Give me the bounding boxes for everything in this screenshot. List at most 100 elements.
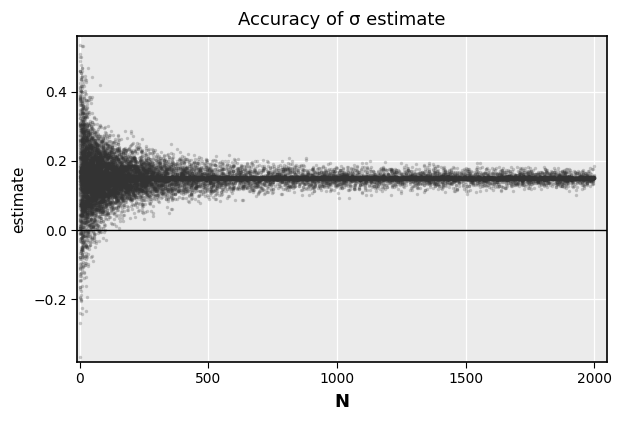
Point (154, 177, 163, 184)
Point (392, 175, 402, 181)
Point (130, 179, 140, 185)
Point (483, 171, 493, 178)
Point (288, 175, 298, 182)
Point (112, 161, 122, 168)
Point (133, 175, 143, 181)
Point (303, 175, 313, 181)
Point (78, 135, 88, 142)
Point (150, 176, 160, 182)
Point (119, 172, 129, 179)
Point (585, 174, 595, 181)
Point (119, 169, 129, 176)
Point (238, 165, 248, 172)
Point (522, 176, 532, 182)
Point (270, 173, 280, 179)
Point (544, 176, 554, 183)
Point (287, 160, 297, 167)
Point (353, 174, 363, 181)
Point (78, 164, 88, 170)
Point (117, 164, 127, 170)
Point (540, 175, 550, 181)
Point (77, 181, 87, 188)
Point (434, 173, 444, 180)
Point (382, 176, 392, 182)
Point (178, 170, 188, 177)
Point (190, 176, 200, 182)
Point (147, 175, 157, 181)
Point (94, 180, 104, 187)
Point (84, 150, 94, 157)
Point (371, 176, 381, 182)
Point (136, 175, 146, 182)
Point (113, 182, 123, 189)
Point (86, 174, 96, 181)
Point (294, 175, 304, 181)
Point (109, 138, 119, 145)
Point (245, 174, 255, 181)
Point (197, 175, 207, 181)
Point (232, 169, 241, 176)
Point (102, 164, 112, 171)
Point (79, 196, 89, 203)
Point (534, 183, 544, 189)
Point (187, 174, 197, 181)
Point (240, 174, 250, 181)
Point (79, 149, 89, 156)
Point (167, 171, 177, 178)
Point (109, 179, 119, 186)
Point (147, 176, 157, 182)
Point (419, 175, 429, 181)
Point (186, 184, 196, 190)
Point (234, 170, 244, 177)
Point (188, 173, 198, 180)
Point (392, 175, 402, 181)
Point (588, 173, 598, 180)
Point (102, 180, 112, 187)
Point (384, 176, 394, 182)
Point (97, 138, 107, 145)
Point (131, 176, 141, 183)
Point (422, 174, 432, 181)
Point (98, 143, 108, 150)
Point (95, 208, 105, 215)
Point (255, 175, 265, 182)
Point (239, 174, 249, 181)
Point (80, 142, 90, 149)
Point (543, 175, 553, 181)
Point (566, 176, 576, 183)
Point (80, 187, 90, 194)
Point (172, 173, 182, 180)
Point (90, 214, 100, 221)
Point (148, 173, 158, 180)
Point (565, 173, 575, 180)
Point (85, 242, 95, 249)
Point (558, 176, 568, 183)
Point (333, 179, 343, 185)
Point (228, 180, 238, 187)
Point (318, 181, 328, 188)
Point (80, 219, 90, 226)
Point (148, 176, 158, 182)
Point (130, 176, 140, 182)
Point (391, 169, 401, 176)
Point (432, 179, 442, 185)
Point (225, 175, 235, 181)
Point (82, 173, 92, 180)
Point (431, 171, 441, 178)
Point (96, 165, 106, 172)
Point (85, 209, 95, 216)
Point (76, 238, 85, 245)
Point (258, 176, 268, 182)
Point (331, 176, 341, 183)
Point (466, 172, 476, 179)
Point (84, 131, 94, 138)
Point (155, 174, 165, 181)
Point (515, 175, 525, 182)
Point (526, 174, 536, 181)
Point (184, 176, 194, 183)
Point (273, 170, 283, 176)
Point (122, 181, 132, 188)
Point (79, 182, 89, 189)
Point (445, 175, 455, 181)
Point (529, 173, 539, 180)
